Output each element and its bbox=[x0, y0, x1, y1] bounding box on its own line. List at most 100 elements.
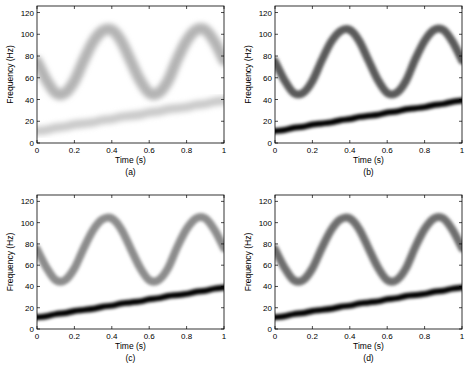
panel-caption: (d) bbox=[363, 353, 374, 363]
y-tick bbox=[37, 222, 40, 223]
x-tick bbox=[149, 326, 150, 329]
x-tick bbox=[37, 140, 38, 143]
x-tick bbox=[387, 195, 388, 198]
y-tick bbox=[459, 12, 462, 13]
y-tick bbox=[37, 201, 40, 202]
panel-caption: (a) bbox=[125, 167, 136, 177]
x-tick bbox=[186, 6, 187, 9]
y-tick-label: 0 bbox=[30, 139, 35, 148]
y-tick bbox=[459, 265, 462, 266]
y-tick bbox=[459, 222, 462, 223]
y-tick bbox=[221, 99, 224, 100]
y-tick bbox=[459, 143, 462, 144]
marks bbox=[37, 217, 224, 317]
y-tick-label: 0 bbox=[30, 325, 35, 334]
y-tick bbox=[275, 56, 278, 57]
y-tick bbox=[221, 222, 224, 223]
y-tick-label: 100 bbox=[21, 219, 35, 228]
y-tick bbox=[221, 56, 224, 57]
y-tick bbox=[459, 99, 462, 100]
y-tick-label: 60 bbox=[25, 74, 34, 83]
x-tick-label: 0 bbox=[35, 332, 40, 341]
x-tick-label: 0.8 bbox=[419, 332, 431, 341]
y-tick-label: 120 bbox=[21, 9, 35, 18]
panel: 00.20.40.60.81020406080100120Time (s)Fre… bbox=[243, 195, 465, 363]
y-tick bbox=[37, 99, 40, 100]
ridge-line bbox=[275, 288, 462, 318]
panel: 00.20.40.60.81020406080100120Time (s)Fre… bbox=[5, 195, 227, 363]
plot-area bbox=[37, 6, 224, 143]
y-tick-label: 40 bbox=[263, 96, 272, 105]
x-tick-label: 0.2 bbox=[69, 332, 81, 341]
x-tick bbox=[424, 326, 425, 329]
y-tick bbox=[221, 143, 224, 144]
y-tick-label: 60 bbox=[263, 74, 272, 83]
y-tick-label: 40 bbox=[25, 282, 34, 291]
x-tick bbox=[312, 6, 313, 9]
y-tick bbox=[221, 286, 224, 287]
y-tick bbox=[275, 34, 278, 35]
y-tick bbox=[459, 307, 462, 308]
y-tick-label: 120 bbox=[21, 197, 35, 206]
x-tick bbox=[37, 195, 38, 198]
x-axis-label: Time (s) bbox=[115, 155, 146, 165]
panel-caption: (c) bbox=[126, 353, 136, 363]
y-axis-label: Frequency (Hz) bbox=[5, 45, 15, 104]
x-tick-label: 0.8 bbox=[181, 332, 193, 341]
axis-frame bbox=[37, 195, 224, 329]
y-tick bbox=[459, 56, 462, 57]
y-tick bbox=[37, 143, 40, 144]
y-tick bbox=[275, 265, 278, 266]
x-tick-label: 0 bbox=[273, 332, 278, 341]
x-tick bbox=[349, 140, 350, 143]
plot-area bbox=[275, 6, 462, 143]
panel: 00.20.40.60.81020406080100120Time (s)Fre… bbox=[243, 6, 465, 177]
x-tick bbox=[275, 326, 276, 329]
x-tick-label: 0.2 bbox=[69, 146, 81, 155]
x-tick bbox=[387, 140, 388, 143]
x-tick-label: 0 bbox=[35, 146, 40, 155]
y-tick bbox=[37, 34, 40, 35]
y-tick bbox=[275, 77, 278, 78]
x-tick-label: 0.6 bbox=[144, 146, 156, 155]
y-tick-label: 40 bbox=[263, 282, 272, 291]
y-tick bbox=[37, 286, 40, 287]
x-tick bbox=[111, 195, 112, 198]
x-tick bbox=[37, 326, 38, 329]
y-tick-label: 20 bbox=[25, 117, 34, 126]
y-tick-label: 80 bbox=[263, 52, 272, 61]
y-tick-label: 60 bbox=[263, 261, 272, 270]
x-tick-label: 1 bbox=[222, 146, 227, 155]
y-tick bbox=[37, 77, 40, 78]
y-tick bbox=[221, 243, 224, 244]
x-tick bbox=[111, 326, 112, 329]
y-tick bbox=[221, 34, 224, 35]
y-tick bbox=[459, 34, 462, 35]
x-tick-label: 0.6 bbox=[382, 332, 394, 341]
ridge-line bbox=[275, 217, 462, 282]
x-tick bbox=[424, 195, 425, 198]
y-tick bbox=[221, 77, 224, 78]
y-tick bbox=[275, 222, 278, 223]
ridge-line bbox=[37, 288, 224, 318]
marks bbox=[37, 28, 224, 131]
y-tick-label: 40 bbox=[25, 96, 34, 105]
y-tick bbox=[275, 307, 278, 308]
plot-area bbox=[37, 195, 224, 329]
y-tick bbox=[459, 77, 462, 78]
y-tick-label: 20 bbox=[263, 304, 272, 313]
x-tick-label: 0.8 bbox=[181, 146, 193, 155]
x-tick-label: 0.4 bbox=[106, 146, 118, 155]
x-tick bbox=[149, 140, 150, 143]
axis-frame bbox=[275, 6, 462, 143]
x-axis-label: Time (s) bbox=[353, 341, 384, 351]
y-tick bbox=[37, 307, 40, 308]
x-tick bbox=[275, 140, 276, 143]
y-tick bbox=[221, 265, 224, 266]
x-tick bbox=[74, 140, 75, 143]
y-tick bbox=[37, 243, 40, 244]
ridge-line bbox=[37, 28, 224, 94]
y-axis-label: Frequency (Hz) bbox=[243, 45, 253, 104]
y-tick-label: 120 bbox=[259, 197, 273, 206]
y-tick-label: 100 bbox=[259, 30, 273, 39]
